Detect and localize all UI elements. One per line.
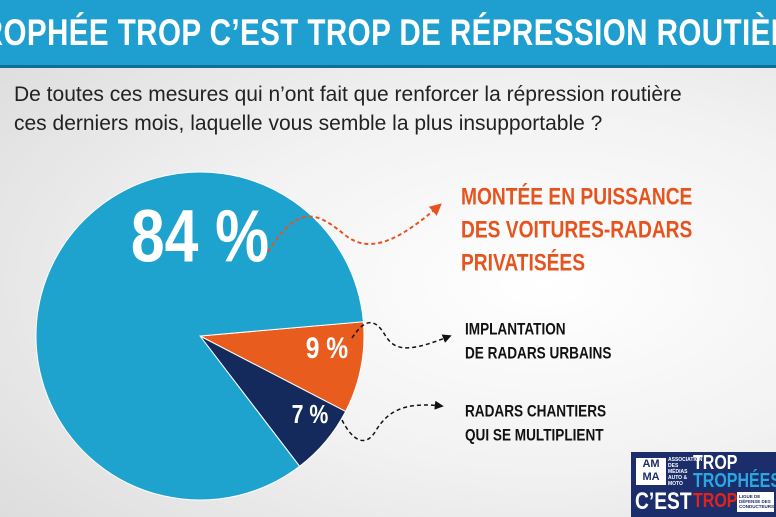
slice-value-label-1: 9 % [306,331,348,365]
survey-question: De toutes ces mesures qui n’ont fait que… [14,80,774,138]
question-line-2: ces derniers mois, laquelle vous semble … [14,112,603,135]
callout-arrow-1 [351,321,452,349]
slice-category-label-0-line-2: PRIVATISÉES [461,248,585,276]
title-banner: TROPHÉE TROP C’EST TROP DE RÉPRESSION RO… [0,0,776,68]
slice-category-label-2-line-1: QUI SE MULTIPLIENT [465,426,604,445]
slice-value-label-0: 84 % [131,196,269,278]
logo-cest: C’EST [635,488,692,515]
callout-arrow-0 [267,203,442,253]
callout-arrow-2 [341,400,444,442]
question-line-1: De toutes ces mesures qui n’ont fait que… [14,83,682,106]
logo-trophees: TROPHÉES [693,470,776,492]
slice-category-label-2-line-0: RADARS CHANTIERS [465,402,606,421]
slice-category-label-0-line-0: MONTÉE EN PUISSANCE [461,182,692,210]
slice-category-label-1-line-1: DE RADARS URBAINS [465,344,611,363]
pie-slice-0 [35,171,364,501]
ama-logo-mark: AM MA [636,458,666,485]
ligue-defense-badge: LIGUE DE DÉFENSE DES CONDUCTEURS [737,492,774,512]
logo-trop-top: TROP [693,452,738,474]
page-title: TROPHÉE TROP C’EST TROP DE RÉPRESSION RO… [0,11,776,53]
slice-category-label-0-line-1: DES VOITURES-RADARS [461,215,692,243]
trop-cest-trop-logo: AM MA ASSOCIATION DES MÉDIAS AUTO & MOTO… [631,452,776,517]
pie-slice-1 [198,321,365,413]
association-label: ASSOCIATION DES MÉDIAS AUTO & MOTO [668,457,703,487]
logo-trop-bottom: TROP [693,490,738,512]
slice-value-label-2: 7 % [292,400,329,430]
slice-category-label-1-line-0: IMPLANTATION [465,320,566,339]
